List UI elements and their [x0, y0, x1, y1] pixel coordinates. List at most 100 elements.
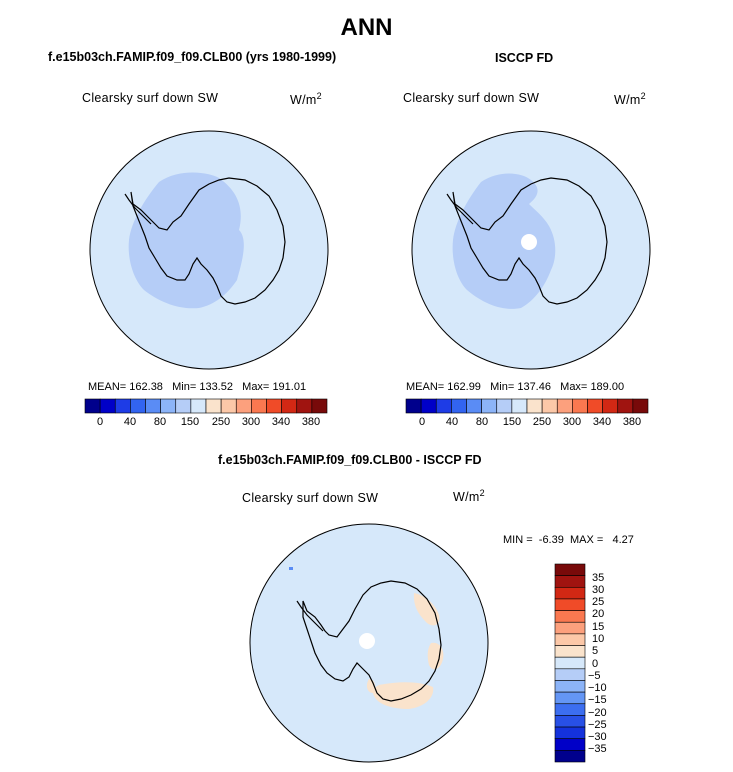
diff-colorbar-swatch	[554, 726, 586, 740]
diff-colorbar-swatch	[554, 750, 586, 763]
diff-colorbar-swatch	[554, 738, 586, 751]
diff-colorbar-swatch	[554, 691, 586, 705]
diff-colorbar-swatch	[554, 633, 586, 646]
diff-max: 4.27	[612, 534, 634, 546]
panel2-tick: 340	[592, 416, 612, 428]
colorbar-swatch	[496, 398, 513, 414]
diff-cb-label: 15	[592, 621, 605, 633]
panel1-tick: 380	[301, 416, 321, 428]
colorbar-swatch	[481, 398, 498, 414]
diff-colorbar-swatch	[554, 668, 586, 681]
diff-colorbar-swatch	[554, 715, 586, 728]
diff-cb-label: 10	[592, 633, 605, 645]
diff-positive-region	[427, 642, 444, 670]
colorbar-swatch	[99, 398, 116, 414]
panel1-units: W/m2	[290, 91, 322, 108]
diff-cb-label: 20	[592, 608, 605, 620]
panel1-peninsula	[124, 193, 152, 225]
panel2-map	[411, 130, 651, 370]
colorbar-swatch	[311, 398, 328, 414]
diff-colorbar-swatch	[554, 703, 586, 716]
panel2-mean: 162.99	[447, 381, 481, 393]
diff-colorbar-swatch	[554, 621, 586, 635]
panel1-tick: 300	[241, 416, 261, 428]
colorbar-swatch	[405, 398, 422, 414]
colorbar-swatch	[632, 398, 649, 414]
diff-positive-region	[413, 593, 440, 626]
colorbar-swatch	[84, 398, 101, 414]
diff-colorbar-swatch	[554, 575, 586, 588]
panel2-units: W/m2	[614, 91, 646, 108]
panel1-min: 133.52	[199, 381, 233, 393]
colorbar-swatch	[556, 398, 573, 414]
panel1-tick: 150	[180, 416, 200, 428]
panel1-antarctica-coastline	[130, 177, 286, 305]
diff-colorbar-swatch	[554, 610, 586, 623]
diff-colorbar	[554, 563, 586, 763]
diff-antarctica-coastline	[302, 580, 442, 702]
diff-cb-label: 35	[592, 572, 605, 584]
panel1-max: 191.01	[272, 381, 307, 393]
panel2-title: ISCCP FD	[495, 51, 554, 65]
panel1-colorbar	[84, 398, 328, 414]
diff-min: -6.39	[538, 534, 564, 546]
panel2-max: 189.00	[590, 381, 625, 393]
diff-units: W/m2	[453, 488, 485, 505]
colorbar-swatch	[617, 398, 634, 414]
diff-colorbar-swatch	[554, 586, 586, 600]
diff-peninsula	[296, 600, 324, 632]
diff-colorbar-swatch	[554, 656, 586, 670]
colorbar-swatch	[281, 398, 298, 414]
diff-cb-label: −35	[588, 743, 607, 755]
colorbar-swatch	[160, 398, 177, 414]
colorbar-swatch	[190, 398, 207, 414]
colorbar-swatch	[266, 398, 282, 414]
colorbar-swatch	[466, 398, 482, 414]
panel2-missing-data	[521, 234, 537, 250]
diff-cb-label: −15	[588, 694, 607, 706]
panel1-map	[89, 130, 329, 370]
panel2-tick: 40	[445, 416, 459, 428]
diff-cb-label: −10	[588, 682, 607, 694]
colorbar-swatch	[175, 398, 192, 414]
panel1-tick: 80	[153, 416, 167, 428]
main-title: ANN	[340, 14, 393, 41]
diff-variable: Clearsky surf down SW	[242, 491, 379, 505]
panel1-variable: Clearsky surf down SW	[82, 91, 219, 105]
panel1-title: f.e15b03ch.FAMIP.f09_f09.CLB00 (yrs 1980…	[48, 50, 337, 64]
panel1-tick: 250	[211, 416, 231, 428]
colorbar-swatch	[235, 398, 252, 414]
diff-missing-data	[359, 633, 375, 649]
diff-positive-region	[373, 682, 434, 709]
diff-colorbar-swatch	[554, 563, 586, 576]
panel2-antarctica-coastline	[452, 177, 608, 305]
panel1-tick: 0	[96, 416, 104, 428]
colorbar-swatch	[587, 398, 603, 414]
diff-cb-label: 30	[592, 584, 605, 596]
panel2-peninsula	[446, 193, 474, 225]
diff-colorbar-swatch	[554, 598, 586, 611]
colorbar-swatch	[420, 398, 437, 414]
diff-colorbar-swatch	[554, 645, 586, 658]
colorbar-swatch	[220, 398, 237, 414]
diff-colorbar-swatch	[554, 680, 586, 693]
diff-map	[249, 523, 489, 763]
diff-negative-patch	[289, 567, 293, 570]
colorbar-swatch	[526, 398, 543, 414]
panel2-inner-region	[452, 173, 556, 309]
colorbar-swatch	[602, 398, 619, 414]
diff-cb-label: −20	[588, 707, 607, 719]
panel2-tick: 0	[418, 416, 426, 428]
diff-cb-label: −30	[588, 731, 607, 743]
diff-cb-label: 25	[592, 596, 605, 608]
colorbar-swatch	[541, 398, 558, 414]
colorbar-swatch	[251, 398, 267, 414]
diff-cb-label: 5	[592, 645, 599, 657]
panel2-tick: 80	[475, 416, 489, 428]
panel2-tick: 150	[502, 416, 522, 428]
colorbar-swatch	[205, 398, 222, 414]
panel2-stats: MEAN= 162.99 Min= 137.46 Max= 189.00	[406, 381, 625, 393]
panel2-variable: Clearsky surf down SW	[403, 91, 540, 105]
colorbar-swatch	[511, 398, 528, 414]
colorbar-swatch	[130, 398, 146, 414]
